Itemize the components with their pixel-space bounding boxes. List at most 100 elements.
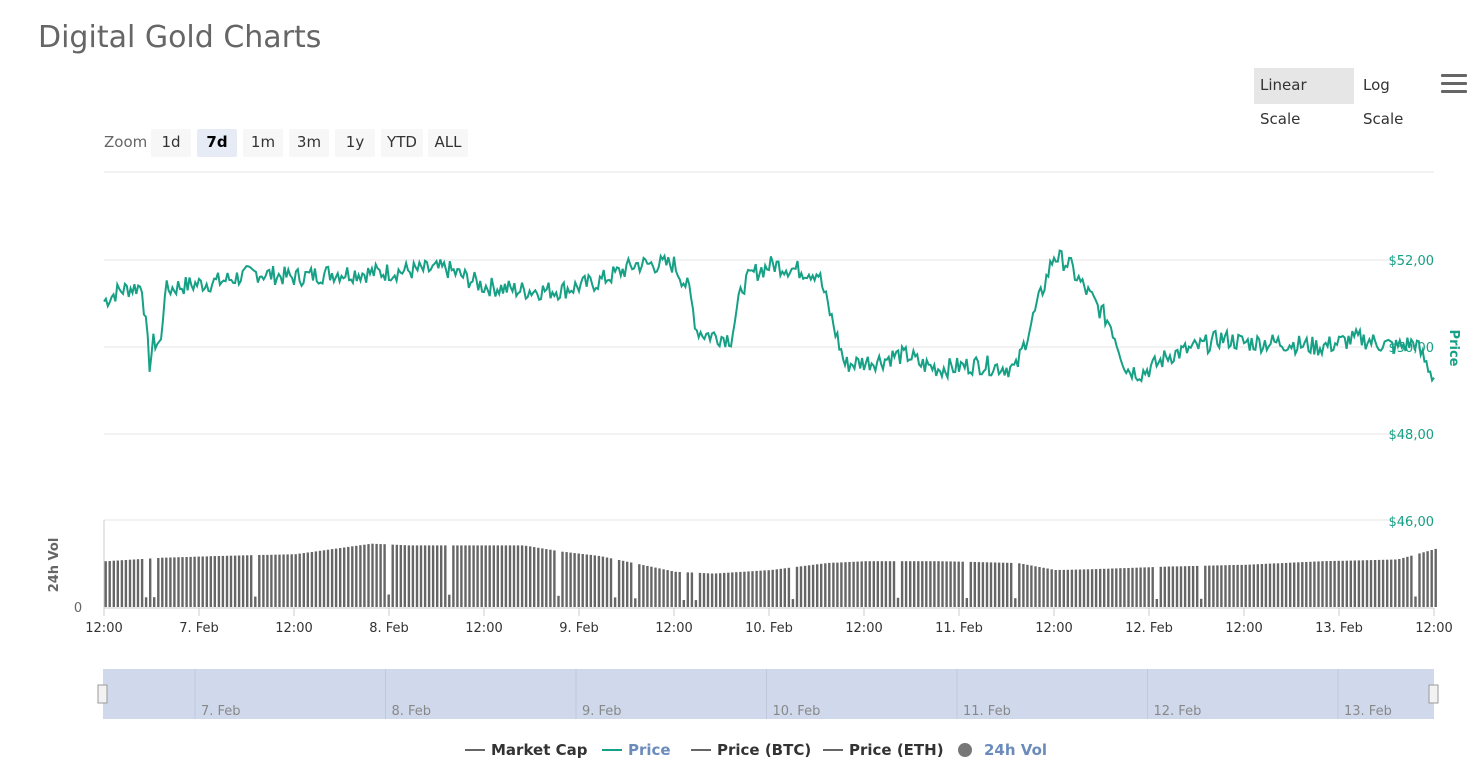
volume-bar [605, 557, 609, 607]
y-tick-label: $50,00 [1389, 341, 1435, 356]
legend-24h-vol[interactable]: 24h Vol [958, 740, 1047, 760]
volume-bar [241, 555, 245, 607]
navigator-range[interactable] [103, 669, 1434, 719]
y-axis-ticks: $52,00 $50,00 $48,00 $46,00 [1389, 254, 1435, 530]
volume-bar [476, 545, 479, 607]
x-tick-label: 12:00 [845, 621, 882, 636]
volume-bar [1143, 567, 1146, 607]
navigator-tick-label: 10. Feb [773, 704, 821, 719]
x-tick-label: 12. Feb [1125, 621, 1173, 636]
volume-bar [617, 560, 621, 607]
legend-price-btc-symbol [691, 749, 711, 751]
volume-bar [577, 553, 580, 607]
volume-bar [913, 561, 916, 607]
volume-bar [237, 555, 241, 607]
legend-price-btc[interactable]: Price (BTC) [691, 740, 811, 760]
volume-bar [1329, 561, 1332, 607]
volume-bar [929, 561, 932, 607]
volume-bar [1426, 551, 1429, 607]
hamburger-menu-icon[interactable] [1441, 74, 1467, 98]
volume-bar [302, 553, 305, 607]
volume-bar [512, 545, 516, 607]
y-axis-title: Price [1446, 330, 1461, 367]
volume-bar [1309, 561, 1312, 607]
volume-bar [1280, 563, 1284, 607]
zoom-7d-button[interactable]: 7d [197, 129, 237, 157]
volume-bar [258, 555, 261, 607]
volume-bar [937, 561, 940, 607]
volume-axis-title: 24h Vol [47, 538, 62, 593]
volume-bar [743, 571, 746, 607]
navigator-right-handle[interactable] [1428, 684, 1439, 704]
volume-bar [427, 545, 431, 607]
legend-price-eth[interactable]: Price (ETH) [823, 740, 944, 760]
volume-bar [411, 545, 415, 607]
volume-bar [1010, 562, 1013, 607]
volume-bar [1155, 599, 1158, 607]
volume-bar [662, 569, 665, 607]
volume-bar [601, 556, 605, 607]
navigator-left-handle[interactable] [97, 684, 108, 704]
legend-price[interactable]: Price [602, 740, 671, 760]
zoom-1y-button[interactable]: 1y [335, 129, 375, 157]
y-tick-label: $48,00 [1389, 428, 1435, 443]
volume-bar [1236, 564, 1239, 607]
volume-bar [698, 572, 702, 607]
volume-bar [537, 547, 540, 607]
volume-bar [747, 571, 750, 607]
navigator-tick-label: 13. Feb [1344, 704, 1392, 719]
log-scale-button[interactable]: Log Scale [1363, 76, 1404, 128]
x-tick-label: 12:00 [655, 621, 692, 636]
zoom-3m-button[interactable]: 3m [289, 129, 329, 157]
volume-bar [1272, 563, 1276, 607]
zoom-all-button[interactable]: ALL [428, 129, 468, 157]
volume-bar [108, 561, 111, 607]
volume-bar [1264, 563, 1268, 607]
grid-lines [103, 171, 1434, 609]
volume-bar [880, 561, 884, 607]
volume-bar [334, 548, 338, 607]
x-tick-label: 10. Feb [745, 621, 793, 636]
volume-bar [484, 545, 487, 607]
page-title: Digital Gold Charts [38, 20, 322, 55]
volume-bar [1276, 563, 1280, 607]
volume-bar [1018, 563, 1021, 607]
volume-bar [1361, 560, 1365, 607]
x-tick-label: 11. Feb [935, 621, 983, 636]
y-tick-label: $52,00 [1389, 254, 1435, 269]
legend-price-eth-symbol [823, 749, 843, 751]
volume-bar [1066, 569, 1069, 607]
volume-bar [153, 597, 156, 607]
volume-bar [933, 561, 936, 607]
x-tick-label: 12:00 [1225, 621, 1262, 636]
volume-bar [1175, 566, 1179, 607]
volume-bar [739, 571, 742, 607]
y-tick-label: $46,00 [1389, 515, 1435, 530]
volume-bar [1284, 562, 1288, 607]
volume-bar [504, 545, 508, 607]
volume-bar [286, 554, 289, 607]
zoom-1m-button[interactable]: 1m [243, 129, 283, 157]
volume-bar [1183, 566, 1187, 607]
volume-bar [945, 561, 948, 607]
legend-market-cap[interactable]: Market Cap [465, 740, 587, 760]
volume-bar [1127, 568, 1130, 607]
volume-bar [1418, 553, 1421, 607]
volume-bar [1406, 556, 1409, 607]
zoom-1d-button[interactable]: 1d [151, 129, 191, 157]
volume-bar [1014, 598, 1017, 607]
volume-bar [1078, 569, 1082, 607]
volume-bar [1321, 561, 1324, 607]
linear-scale-button[interactable]: Linear Scale [1254, 68, 1354, 128]
zoom-ytd-button[interactable]: YTD [381, 129, 423, 157]
navigator: 7. Feb 8. Feb 9. Feb 10. Feb 11. Feb 12. Feb 1… [97, 669, 1439, 719]
volume-bar [832, 562, 835, 607]
volume-bar [500, 545, 504, 607]
volume-bar [1430, 550, 1433, 607]
navigator-tick-label: 9. Feb [582, 704, 622, 719]
volume-bar [254, 596, 257, 607]
navigator-tick-label: 12. Feb [1154, 704, 1202, 719]
volume-bar [694, 600, 698, 607]
volume-bar [351, 546, 354, 607]
volume-bar [634, 598, 637, 607]
